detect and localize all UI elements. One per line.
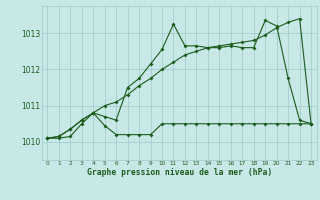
X-axis label: Graphe pression niveau de la mer (hPa): Graphe pression niveau de la mer (hPa) <box>87 168 272 177</box>
